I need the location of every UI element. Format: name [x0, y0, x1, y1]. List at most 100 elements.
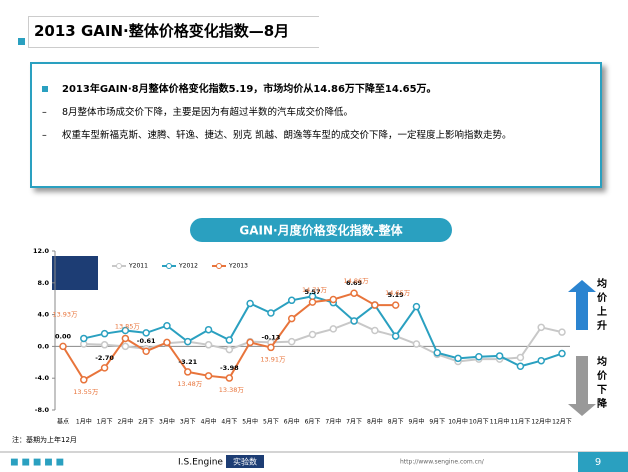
bullet: 2013年GAIN·8月整体价格变化指数5.19，市场均价从14.86万下降至1…	[62, 84, 437, 95]
value-label: -2.70	[95, 354, 114, 362]
x-tick-label: 8月中	[367, 418, 383, 426]
chart-title-pill	[190, 218, 452, 242]
point	[412, 340, 421, 348]
bullet: 权重车型新福克斯、速腾、轩逸、捷达、别克 凯越、朗逸等车型的成交价下降，一定程度…	[62, 130, 512, 141]
point	[100, 341, 109, 349]
chart-title: GAIN·月度价格变化指数-整体	[239, 223, 403, 238]
point	[59, 342, 67, 351]
x-tick-label: 基点	[57, 418, 69, 426]
x-tick-label: 6月下	[305, 419, 321, 426]
y-tick-label: 4.0	[37, 311, 49, 319]
value-label: -0.13	[262, 333, 281, 341]
value-label: -3.21	[178, 358, 197, 366]
legend-label: Y2013	[228, 263, 248, 270]
point	[267, 343, 275, 352]
note: 注：基期为上年12月	[12, 435, 77, 444]
point	[100, 364, 109, 372]
x-tick-label: 12月下	[552, 419, 572, 426]
x-tick-label: 7月中	[325, 418, 341, 426]
down-arrow	[568, 356, 596, 416]
url: http://www.sengine.com.cn/	[400, 459, 485, 466]
tag: 实验数	[233, 457, 257, 467]
brand: I.S.Engine	[178, 458, 223, 468]
x-tick-label: 9月中	[409, 418, 425, 426]
header: 2013 GAIN·整体价格变化指数—8月	[0, 0, 628, 60]
point	[350, 289, 358, 297]
point	[80, 334, 88, 343]
slide-title: 2013 GAIN·整体价格变化指数—8月	[34, 22, 290, 40]
bullet-mark	[42, 86, 48, 92]
point	[391, 332, 400, 340]
x-tick-label: 5月中	[242, 418, 258, 426]
point	[142, 329, 150, 337]
point	[475, 352, 483, 361]
point	[184, 337, 192, 346]
value-label: -0.61	[137, 337, 156, 345]
x-tick-label: 4月下	[221, 419, 237, 426]
point	[558, 328, 566, 336]
x-tick-label: 4月中	[201, 418, 217, 426]
x-tick-label: 10月下	[469, 419, 489, 426]
price-label: 13.85万	[115, 322, 141, 330]
legend-marker	[166, 263, 172, 269]
point	[246, 338, 254, 347]
x-tick-label: 11月下	[511, 419, 531, 426]
x-tick-label: 2月中	[117, 418, 133, 426]
point	[204, 325, 213, 334]
x-tick-label: 3月中	[159, 418, 175, 426]
y-tick-label: 8.0	[37, 279, 49, 287]
value-label: -3.98	[220, 364, 239, 372]
x-tick-label: 2月下	[138, 419, 154, 426]
value-label: 5.57	[304, 288, 320, 296]
up-arrow	[568, 280, 596, 330]
point	[184, 368, 192, 376]
point	[225, 374, 234, 382]
price-label: 13.93万	[52, 310, 78, 318]
value-label: 6.69	[346, 279, 363, 287]
price-label: 13.55万	[73, 388, 99, 396]
legend-label: Y2012	[178, 263, 198, 270]
x-tick-label: 6月中	[284, 418, 300, 426]
x-tick-label: 7月下	[346, 419, 362, 426]
point	[350, 317, 358, 325]
x-tick-label: 3月下	[180, 419, 196, 426]
point	[267, 309, 275, 317]
bullet: 8月整体市场成交价下降，主要是因为有超过半数的汽车成交价降低。	[62, 107, 354, 118]
dash: –	[42, 107, 47, 118]
point	[142, 347, 150, 355]
point	[308, 298, 317, 306]
x-tick-label: 11月中	[490, 418, 510, 426]
point	[537, 356, 545, 365]
point	[308, 330, 317, 339]
page-box	[578, 452, 628, 472]
x-tick-label: 1月下	[97, 419, 113, 426]
price-label: 14.65万	[385, 289, 411, 297]
legend-marker	[116, 263, 122, 269]
point	[558, 349, 566, 358]
x-tick-label: 5月下	[263, 419, 279, 426]
point	[121, 334, 130, 343]
point	[329, 295, 338, 304]
y-tick-label: -8.0	[35, 406, 50, 414]
dots: ■ ■ ■ ■ ■	[10, 458, 64, 468]
x-tick-label: 1月中	[76, 418, 92, 426]
point	[412, 302, 421, 311]
page-number: 9	[595, 457, 601, 468]
point	[287, 314, 296, 323]
y-tick-label: 0.0	[37, 342, 49, 350]
value-label: 5.19	[388, 291, 405, 299]
x-tick-label: 9月下	[429, 419, 445, 426]
point	[329, 325, 338, 333]
legend-marker	[216, 263, 222, 269]
point	[433, 349, 441, 357]
point	[204, 341, 213, 349]
price-label: 13.38万	[219, 386, 245, 394]
price-label: 14.71万	[302, 286, 328, 294]
x-tick-label: 12月中	[531, 418, 551, 426]
point	[495, 352, 504, 360]
point	[516, 362, 525, 371]
logo	[52, 256, 98, 290]
point	[121, 342, 130, 351]
